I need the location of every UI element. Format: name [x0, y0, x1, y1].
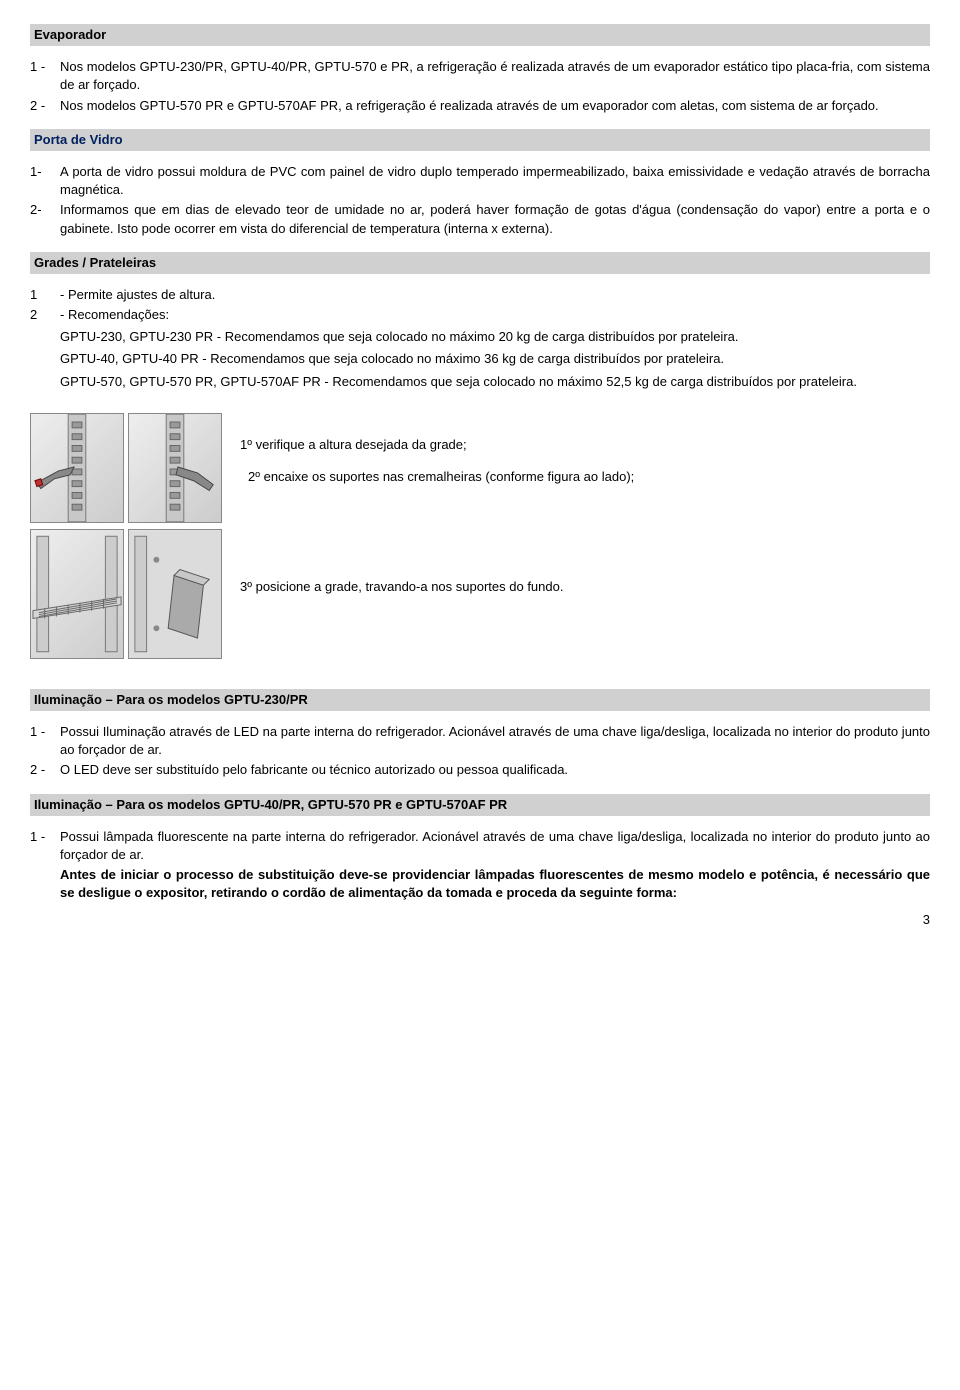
item-text: Possui Iluminação através de LED na part… [60, 723, 930, 759]
item-number: 1 [30, 286, 60, 304]
step-text: 1º verifique a altura desejada da grade; [240, 436, 634, 454]
item-text: A porta de vidro possui moldura de PVC c… [60, 163, 930, 199]
figure-pair [30, 413, 222, 523]
section-heading-ilum-40-570: Iluminação – Para os modelos GPTU-40/PR,… [30, 794, 930, 816]
figure-bracket-right [128, 413, 222, 523]
list-item: 1 - Nos modelos GPTU-230/PR, GPTU-40/PR,… [30, 58, 930, 94]
item-number: 1- [30, 163, 60, 199]
item-text: - Permite ajustes de altura. [60, 286, 930, 304]
list-item: 2 - O LED deve ser substituído pelo fabr… [30, 761, 930, 779]
section-heading-ilum-230: Iluminação – Para os modelos GPTU-230/PR [30, 689, 930, 711]
list-item: 1- A porta de vidro possui moldura de PV… [30, 163, 930, 199]
item-number: 1 - [30, 723, 60, 759]
item-number: 1 - [30, 828, 60, 864]
item-number: 1 - [30, 58, 60, 94]
item-number: 2 - [30, 97, 60, 115]
item-text: Possui lâmpada fluorescente na parte int… [60, 828, 930, 864]
item-number: 2 - [30, 761, 60, 779]
list-item: 1 - Possui lâmpada fluorescente na parte… [30, 828, 930, 864]
item-number: 2- [30, 201, 60, 237]
evaporador-list: 1 - Nos modelos GPTU-230/PR, GPTU-40/PR,… [30, 58, 930, 115]
item-text: O LED deve ser substituído pelo fabrican… [60, 761, 930, 779]
section-heading-evaporador: Evaporador [30, 24, 930, 46]
list-item: 2 - Nos modelos GPTU-570 PR e GPTU-570AF… [30, 97, 930, 115]
figure-bracket-left [30, 413, 124, 523]
recommendation-text: GPTU-40, GPTU-40 PR - Recomendamos que s… [60, 350, 930, 368]
porta-list: 1- A porta de vidro possui moldura de PV… [30, 163, 930, 238]
figure-caption-2: 3º posicione a grade, travando-a nos sup… [240, 578, 563, 610]
section-heading-porta: Porta de Vidro [30, 129, 930, 151]
recommendation-text: GPTU-570, GPTU-570 PR, GPTU-570AF PR - R… [60, 373, 930, 391]
list-item: 1 - Permite ajustes de altura. [30, 286, 930, 304]
step-text: 3º posicione a grade, travando-a nos sup… [240, 578, 563, 596]
figure-row-1: 1º verifique a altura desejada da grade;… [30, 413, 930, 523]
item-text: Informamos que em dias de elevado teor d… [60, 201, 930, 237]
item-text: Nos modelos GPTU-570 PR e GPTU-570AF PR,… [60, 97, 930, 115]
step-text: 2º encaixe os suportes nas cremalheiras … [248, 468, 634, 486]
figure-shelf-left [30, 529, 124, 659]
grades-list: 1 - Permite ajustes de altura. 2 - Recom… [30, 286, 930, 324]
list-item: 2- Informamos que em dias de elevado teo… [30, 201, 930, 237]
figure-caption-1: 1º verifique a altura desejada da grade;… [240, 436, 634, 500]
list-item: 2 - Recomendações: [30, 306, 930, 324]
section-heading-grades: Grades / Prateleiras [30, 252, 930, 274]
warning-text: Antes de iniciar o processo de substitui… [60, 866, 930, 902]
item-number: 2 [30, 306, 60, 324]
recommendation-text: GPTU-230, GPTU-230 PR - Recomendamos que… [60, 328, 930, 346]
item-text: - Recomendações: [60, 306, 930, 324]
item-text: Nos modelos GPTU-230/PR, GPTU-40/PR, GPT… [60, 58, 930, 94]
figure-row-2: 3º posicione a grade, travando-a nos sup… [30, 529, 930, 659]
figure-pair [30, 529, 222, 659]
ilum1-list: 1 - Possui Iluminação através de LED na … [30, 723, 930, 780]
page-number: 3 [30, 911, 930, 929]
list-item: 1 - Possui Iluminação através de LED na … [30, 723, 930, 759]
ilum2-list: 1 - Possui lâmpada fluorescente na parte… [30, 828, 930, 864]
figure-shelf-right [128, 529, 222, 659]
